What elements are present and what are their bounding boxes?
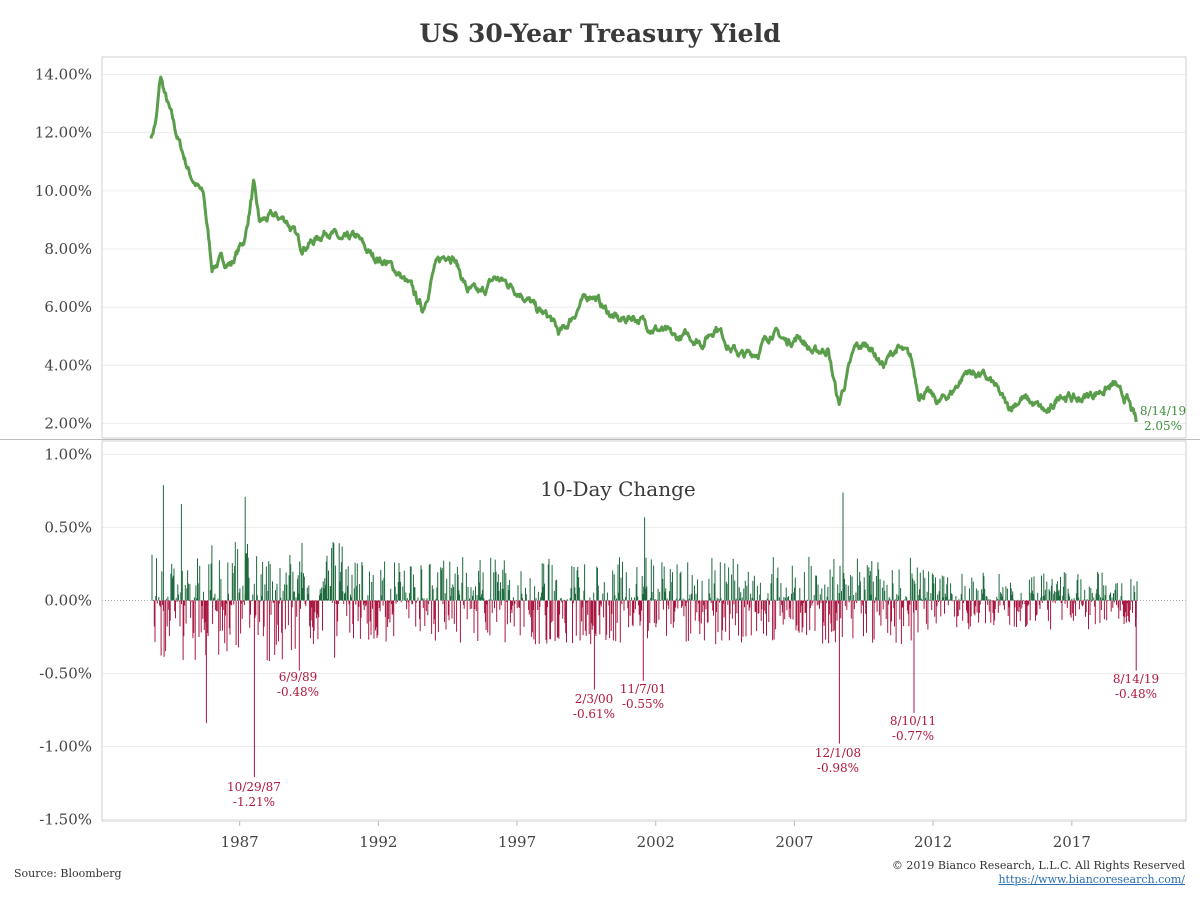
panel-subtitle: 10-Day Change [540, 477, 695, 501]
yield-annotation-date: 8/14/19 [1140, 404, 1186, 418]
bottom-panel-frame [101, 440, 1187, 822]
x-axis-ticks: 1987 1992 1997 2002 2007 2012 2017 [221, 821, 1091, 851]
y-tick-label: -1.50% [39, 811, 92, 829]
source-note: Source: Bloomberg [14, 867, 122, 880]
annotation-date: 6/9/89 [279, 670, 318, 684]
y-tick-label: 12.00% [35, 124, 92, 142]
annotation-date: 11/7/01 [620, 682, 666, 696]
annotation-date: 8/10/11 [890, 714, 936, 728]
y-tick-label: 14.00% [35, 66, 92, 84]
yield-annotation: 8/14/19 2.05% [1140, 404, 1186, 433]
y-tick-label: 2.00% [44, 415, 92, 433]
top-y-ticks: 2.00% 4.00% 6.00% 8.00% 10.00% 12.00% 14.00% [35, 66, 92, 433]
change-bars [151, 485, 1138, 778]
y-tick-label: -0.50% [39, 665, 92, 683]
y-tick-label: 0.50% [44, 519, 92, 537]
annotation-date: 2/3/00 [575, 692, 614, 706]
annotation-value: -0.48% [1115, 687, 1157, 701]
yield-line [149, 75, 1138, 423]
y-tick-label: 1.00% [44, 446, 92, 464]
annotation-date: 12/1/08 [815, 746, 861, 760]
annotation-value: -0.98% [817, 761, 859, 775]
x-tick-label: 1997 [498, 833, 536, 851]
annotation-date: 10/29/87 [227, 780, 281, 794]
y-tick-label: -1.00% [39, 738, 92, 756]
bottom-panel-grid [102, 454, 1186, 820]
annotation-value: -0.77% [892, 729, 934, 743]
change-annotations: 10/29/87 -1.21% 6/9/89 -0.48% 2/3/00 -0.… [227, 670, 1159, 809]
chart-title: US 30-Year Treasury Yield [419, 19, 780, 48]
annotation-value: -0.48% [277, 685, 319, 699]
annotation-value: -1.21% [233, 795, 275, 809]
y-tick-label: 10.00% [35, 182, 92, 200]
panel-frames [0, 56, 1200, 822]
y-tick-label: 0.00% [44, 592, 92, 610]
y-tick-label: 8.00% [44, 240, 92, 258]
x-tick-label: 2002 [637, 833, 675, 851]
x-tick-label: 1992 [359, 833, 397, 851]
copyright-note: © 2019 Bianco Research, L.L.C. All Right… [891, 859, 1185, 872]
y-tick-label: 4.00% [44, 356, 92, 374]
website-link[interactable]: https://www.biancoresearch.com/ [998, 873, 1185, 886]
x-tick-label: 2012 [914, 833, 952, 851]
yield-annotation-value: 2.05% [1144, 419, 1182, 433]
x-tick-label: 1987 [221, 833, 259, 851]
x-tick-label: 2017 [1053, 833, 1091, 851]
top-panel-frame [101, 56, 1187, 439]
annotation-date: 8/14/19 [1113, 672, 1159, 686]
top-panel-grid [102, 74, 1186, 424]
annotation-value: -0.55% [622, 697, 664, 711]
x-tick-label: 2007 [775, 833, 813, 851]
y-tick-label: 6.00% [44, 298, 92, 316]
annotation-value: -0.61% [573, 707, 615, 721]
bottom-y-ticks: -1.50% -1.00% -0.50% 0.00% 0.50% 1.00% [39, 446, 92, 829]
